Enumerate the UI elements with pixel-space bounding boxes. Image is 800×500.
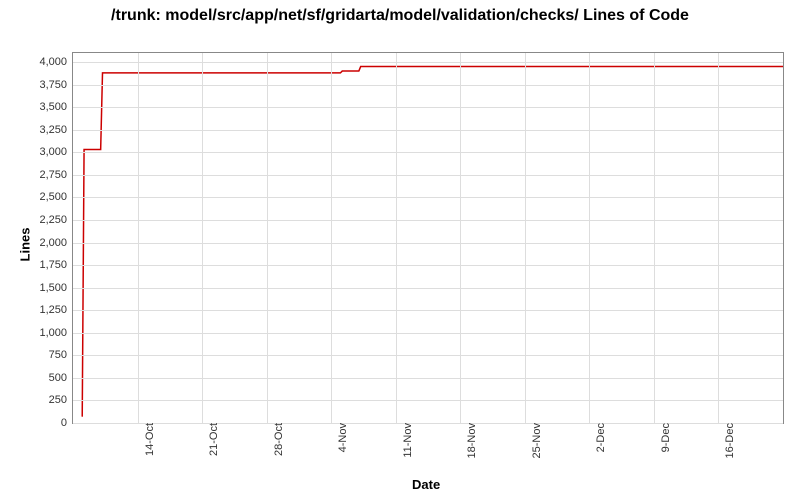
gridline-v <box>654 53 655 423</box>
gridline-h <box>73 197 783 198</box>
gridline-h <box>73 333 783 334</box>
gridline-h <box>73 175 783 176</box>
x-tick-label: 18-Nov <box>460 423 478 458</box>
y-tick-label: 4,000 <box>39 56 73 68</box>
x-tick-label: 25-Nov <box>525 423 543 458</box>
x-tick-label: 28-Oct <box>267 423 285 456</box>
gridline-v <box>202 53 203 423</box>
x-tick-label: 11-Nov <box>396 423 414 458</box>
gridline-h <box>73 220 783 221</box>
gridline-h <box>73 62 783 63</box>
gridline-h <box>73 265 783 266</box>
x-tick-label: 2-Dec <box>589 423 607 452</box>
gridline-v <box>138 53 139 423</box>
y-tick-label: 750 <box>49 349 73 361</box>
y-tick-label: 2,000 <box>39 237 73 249</box>
y-tick-label: 3,000 <box>39 146 73 158</box>
y-tick-label: 2,500 <box>39 191 73 203</box>
y-tick-label: 250 <box>49 394 73 406</box>
gridline-v <box>396 53 397 423</box>
x-tick-label: 4-Nov <box>331 423 349 452</box>
y-tick-label: 3,500 <box>39 101 73 113</box>
x-tick-label: 9-Dec <box>654 423 672 452</box>
data-line <box>73 53 783 423</box>
gridline-h <box>73 243 783 244</box>
gridline-h <box>73 310 783 311</box>
gridline-v <box>525 53 526 423</box>
gridline-h <box>73 288 783 289</box>
gridline-v <box>331 53 332 423</box>
y-tick-label: 1,000 <box>39 327 73 339</box>
chart-title: /trunk: model/src/app/net/sf/gridarta/mo… <box>0 6 800 25</box>
gridline-v <box>460 53 461 423</box>
x-tick-label: 21-Oct <box>202 423 220 456</box>
gridline-v <box>267 53 268 423</box>
gridline-h <box>73 152 783 153</box>
gridline-h <box>73 355 783 356</box>
y-tick-label: 1,750 <box>39 259 73 271</box>
gridline-v <box>589 53 590 423</box>
y-tick-label: 500 <box>49 372 73 384</box>
gridline-v <box>718 53 719 423</box>
y-tick-label: 2,250 <box>39 214 73 226</box>
x-tick-label: 14-Oct <box>138 423 156 456</box>
y-tick-label: 3,750 <box>39 79 73 91</box>
gridline-h <box>73 423 783 424</box>
y-tick-label: 3,250 <box>39 124 73 136</box>
gridline-h <box>73 400 783 401</box>
gridline-h <box>73 130 783 131</box>
gridline-h <box>73 378 783 379</box>
loc-chart: /trunk: model/src/app/net/sf/gridarta/mo… <box>0 0 800 500</box>
y-tick-label: 1,250 <box>39 304 73 316</box>
x-axis-label: Date <box>412 477 440 492</box>
gridline-h <box>73 85 783 86</box>
gridline-h <box>73 107 783 108</box>
y-axis-label: Lines <box>17 228 32 262</box>
plot-area: 02505007501,0001,2501,5001,7502,0002,250… <box>72 52 784 424</box>
y-tick-label: 1,500 <box>39 282 73 294</box>
y-tick-label: 0 <box>61 417 73 429</box>
x-tick-label: 16-Dec <box>718 423 736 458</box>
y-tick-label: 2,750 <box>39 169 73 181</box>
